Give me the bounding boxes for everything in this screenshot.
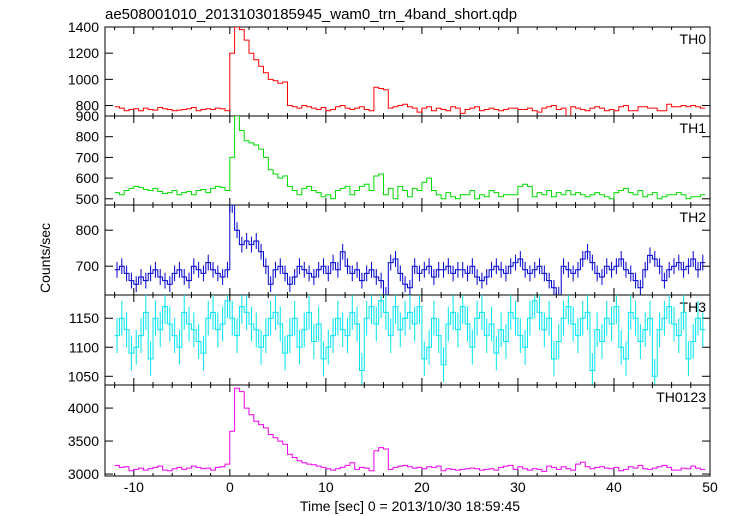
y-tick-label: 500 [76, 191, 100, 207]
x-tick-label: 30 [510, 479, 526, 495]
y-tick-label: 3500 [68, 433, 99, 449]
panel-frame [104, 204, 711, 296]
y-tick-label: 900 [76, 108, 100, 124]
series-th2 [114, 205, 706, 295]
chart-title: ae508001010_20131030185945_wam0_trn_4ban… [105, 6, 517, 23]
panel-label-th2: TH2 [680, 209, 707, 225]
panel-frame [104, 26, 711, 117]
x-tick-label: 0 [226, 479, 234, 495]
series-th3 [114, 295, 706, 385]
y-tick-label: 800 [76, 98, 100, 114]
y-axis-label: Counts/sec [37, 223, 53, 293]
panel-label-th0: TH0 [680, 31, 707, 47]
panel-label-th1: TH1 [680, 120, 707, 136]
panel-frame [104, 384, 711, 477]
series-line [114, 116, 706, 200]
y-tick-label: 1400 [68, 19, 99, 35]
series-th1 [114, 116, 706, 200]
x-tick-label: 50 [702, 479, 718, 495]
panel-th3: 1050 1100 1150 TH3 [68, 294, 711, 386]
panel-th1: 500 600 700 800 900 TH1 [76, 108, 711, 207]
y-tick-label: 700 [76, 149, 100, 165]
series-th0123 [114, 387, 706, 472]
panel-th2: 700 800 TH2 [76, 204, 711, 296]
y-tick-label: 3000 [68, 466, 99, 482]
panel-label-th0123: TH0123 [656, 389, 706, 405]
x-tick-label: 10 [318, 479, 334, 495]
panels: 800100012001400TH0500600700800900TH17008… [68, 19, 718, 495]
y-tick-label: 1150 [69, 310, 99, 326]
panel-th0: 800 1000 1200 1400 TH0 [68, 19, 711, 117]
x-tick-label: 20 [414, 479, 430, 495]
x-tick-label: -10 [124, 479, 144, 495]
panel-th0123: 3000 3500 4000 TH0123 -10 0 10 20 30 40 50 [68, 384, 718, 495]
series-line [114, 387, 706, 472]
x-axis-label: Time [sec] 0 = 2013/10/30 18:59:45 [300, 498, 520, 514]
x-tick-label: 40 [606, 479, 622, 495]
y-tick-label: 700 [76, 258, 100, 274]
y-tick-label: 1000 [68, 71, 99, 87]
series-line [114, 27, 706, 116]
y-tick-label: 800 [76, 222, 100, 238]
y-tick-label: 1050 [68, 368, 99, 384]
panel-label-th3: TH3 [680, 299, 707, 315]
series-th0 [114, 27, 706, 116]
y-tick-label: 600 [76, 170, 100, 186]
y-tick-label: 1100 [69, 339, 99, 355]
y-tick-label: 1200 [68, 45, 99, 61]
y-tick-label: 4000 [68, 400, 99, 416]
y-tick-label: 800 [76, 129, 100, 145]
